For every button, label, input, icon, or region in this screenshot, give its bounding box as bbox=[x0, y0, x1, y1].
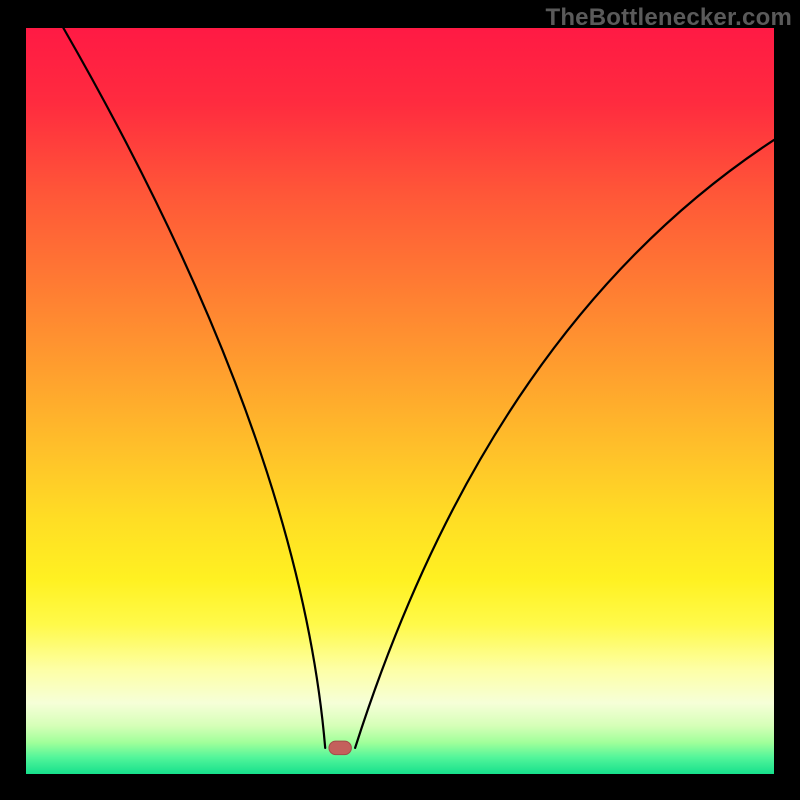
chart-svg bbox=[0, 0, 800, 800]
optimum-marker bbox=[329, 741, 351, 754]
watermark-link[interactable]: TheBottlenecker.com bbox=[545, 4, 792, 32]
chart-stage: TheBottlenecker.com bbox=[0, 0, 800, 800]
watermark-text: TheBottlenecker.com bbox=[545, 4, 792, 31]
plot-background bbox=[26, 28, 774, 774]
